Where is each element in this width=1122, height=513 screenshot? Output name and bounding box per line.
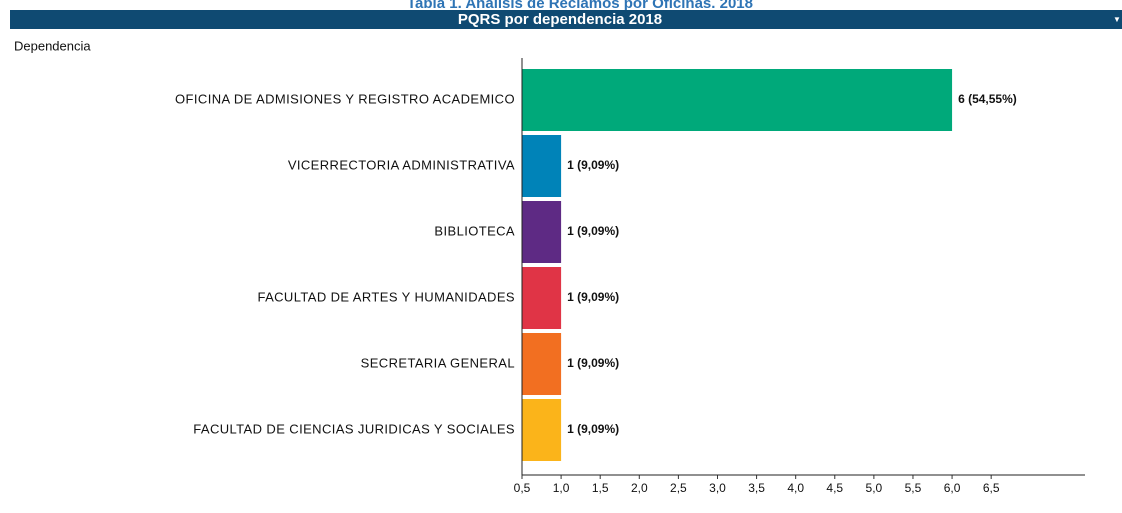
bar [522, 201, 562, 263]
y-tick-label: FACULTAD DE CIENCIAS JURIDICAS Y SOCIALE… [193, 421, 515, 436]
x-tick-label: 1,0 [553, 481, 570, 495]
y-tick-label: BIBLIOTECA [434, 223, 515, 238]
x-tick-label: 1,5 [592, 481, 609, 495]
value-label: 1 (9,09%) [567, 224, 619, 238]
x-tick-label: 2,0 [631, 481, 648, 495]
value-label: 1 (9,09%) [567, 290, 619, 304]
value-label: 1 (9,09%) [567, 158, 619, 172]
bar [522, 399, 562, 461]
bar [522, 69, 953, 131]
header-bar [10, 10, 1122, 29]
value-label: 6 (54,55%) [958, 92, 1017, 106]
y-tick-label: OFICINA DE ADMISIONES Y REGISTRO ACADEMI… [175, 91, 515, 106]
y-axis-label: Dependencia [14, 38, 91, 53]
dropdown-icon[interactable]: ▼ [1113, 15, 1121, 24]
x-tick-label: 6,5 [983, 481, 1000, 495]
x-tick-label: 2,5 [670, 481, 687, 495]
bar [522, 135, 562, 197]
x-tick-label: 4,0 [787, 481, 804, 495]
x-tick-label: 0,5 [514, 481, 531, 495]
y-tick-label: FACULTAD DE ARTES Y HUMANIDADES [257, 289, 515, 304]
value-label: 1 (9,09%) [567, 356, 619, 370]
y-tick-label: VICERRECTORIA ADMINISTRATIVA [288, 157, 515, 172]
value-label: 1 (9,09%) [567, 422, 619, 436]
chart-subtitle: PQRS por dependencia 2018 [458, 11, 662, 28]
y-tick-label: SECRETARIA GENERAL [361, 355, 515, 370]
x-tick-label: 4,5 [826, 481, 843, 495]
x-tick-label: 5,5 [905, 481, 922, 495]
chart-title: Tabla 1. Análisis de Reclamos por Oficin… [407, 0, 753, 12]
bar [522, 333, 562, 395]
x-tick-label: 6,0 [944, 481, 961, 495]
x-tick-label: 3,5 [748, 481, 765, 495]
bar [522, 267, 562, 329]
x-tick-label: 3,0 [709, 481, 726, 495]
x-tick-label: 5,0 [866, 481, 883, 495]
